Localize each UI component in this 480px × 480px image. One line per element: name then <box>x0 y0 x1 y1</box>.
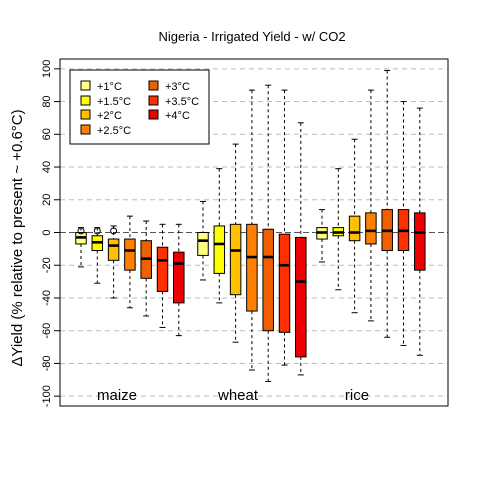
box-wheat-2 <box>229 143 242 343</box>
y-tick-label: -100 <box>41 385 53 407</box>
outlier-point <box>77 227 85 235</box>
legend-item: +2.5°C <box>80 124 131 137</box>
y-tick-label: -20 <box>41 257 53 273</box>
y-tick-label: -60 <box>41 323 53 339</box>
legend-label: +4°C <box>165 110 190 122</box>
box-body <box>107 238 120 261</box>
box-wheat-5 <box>278 89 291 366</box>
legend-label: +2.5°C <box>97 125 131 137</box>
box-wheat-6 <box>295 122 307 376</box>
y-tick-label: 80 <box>41 95 53 107</box>
box-body <box>278 233 291 333</box>
box-rice-1 <box>332 168 345 291</box>
box-wheat-0 <box>197 200 209 281</box>
legend-item: +4°C <box>148 109 190 122</box>
legend-label: +3°C <box>165 81 190 93</box>
box-maize-1 <box>91 227 104 284</box>
legend-frame <box>69 69 210 145</box>
box-body <box>414 212 426 271</box>
box-maize-0 <box>75 227 87 268</box>
box-body <box>156 246 169 292</box>
box-rice-4 <box>381 69 393 338</box>
box-rice-2 <box>348 138 361 314</box>
group-label-wheat: wheat <box>217 387 259 404</box>
legend-item: +3°C <box>148 80 190 93</box>
y-tick-label: -80 <box>41 355 53 371</box>
y-tick-label: 40 <box>41 161 53 173</box>
box-maize-6 <box>173 223 185 337</box>
box-wheat-1 <box>213 168 226 304</box>
legend: +1°C +1.5°C +2°C +2.5°C +3°C +3.5°C +4°C <box>69 69 210 145</box>
group-label-maize: maize <box>97 387 137 404</box>
y-tick-label: 100 <box>41 60 53 78</box>
y-tick-label: -40 <box>41 290 53 306</box>
legend-label: +2°C <box>97 110 122 122</box>
y-tick-label: 20 <box>41 194 53 206</box>
box-group-wheat <box>197 84 307 382</box>
box-body <box>262 228 274 332</box>
group-labels: maize wheat rice <box>97 387 369 404</box>
y-axis-label: ΔYield (% relative to present ~ +0.6°C) <box>9 109 26 366</box>
box-group-rice <box>316 69 426 356</box>
box-rice-3 <box>365 89 377 322</box>
legend-label: +1.5°C <box>97 96 131 108</box>
box-wheat-3 <box>246 89 258 371</box>
box-body <box>295 236 307 358</box>
box-body <box>197 232 209 256</box>
legend-item: +2°C <box>80 109 122 122</box>
y-axis: 100 80 60 40 20 0 -20 -40 -60 -80 -100 <box>41 60 60 407</box>
box-body <box>213 225 226 274</box>
legend-swatch <box>148 80 159 91</box>
legend-swatch <box>148 95 159 106</box>
legend-item: +3.5°C <box>148 95 199 108</box>
box-group-maize <box>75 215 185 337</box>
chart-title: Nigeria - Irrigated Yield - w/ CO2 <box>158 29 345 44</box>
legend-swatch <box>80 95 91 106</box>
box-rice-0 <box>316 209 328 263</box>
legend-swatch <box>80 80 91 91</box>
box-wheat-4 <box>262 84 274 382</box>
legend-item: +1.5°C <box>80 95 131 108</box>
box-body <box>365 212 377 245</box>
box-body <box>229 223 242 296</box>
legend-item: +1°C <box>80 80 122 93</box>
y-tick-label: 0 <box>41 229 53 235</box>
box-maize-3 <box>124 215 136 309</box>
box-rice-5 <box>397 101 410 346</box>
box-plot-area <box>75 69 426 382</box>
box-body <box>246 223 258 312</box>
box-maize-5 <box>156 223 169 328</box>
box-body <box>173 251 185 304</box>
legend-swatch <box>80 124 91 135</box>
group-label-rice: rice <box>345 387 369 404</box>
y-tick-label: 60 <box>41 128 53 140</box>
box-body <box>124 238 136 271</box>
legend-swatch <box>148 109 159 120</box>
outlier-point <box>93 227 101 235</box>
legend-label: +1°C <box>97 81 122 93</box>
box-body <box>348 215 361 242</box>
box-maize-2 <box>107 225 120 299</box>
legend-label: +3.5°C <box>165 96 199 108</box>
box-rice-6 <box>414 107 426 356</box>
legend-swatch <box>80 109 91 120</box>
outlier-point <box>110 227 118 235</box>
box-maize-4 <box>140 220 152 317</box>
